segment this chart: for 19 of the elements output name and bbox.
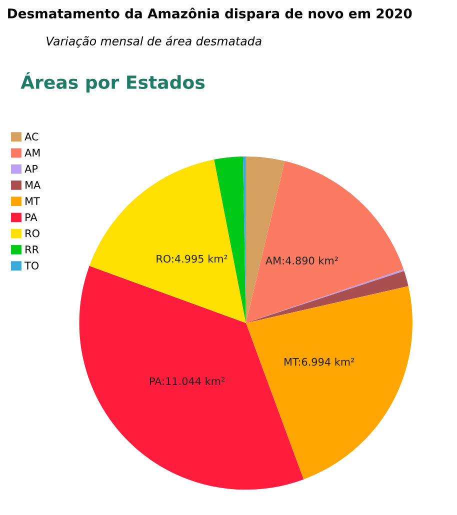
legend-label: AP: [24, 165, 38, 173]
legend-label: AC: [24, 132, 38, 141]
legend-label: RO: [26, 229, 40, 238]
data-label: MT:6.994 km²: [284, 358, 354, 366]
pie-slice: [246, 161, 404, 324]
legend-label: AM: [24, 148, 40, 157]
chart-title: Desmatamento da Amazônia dispara de novo em 2020: [8, 8, 412, 22]
data-label: RO:4.995 km²: [156, 254, 228, 263]
legend-label: MA: [26, 181, 41, 189]
text: Áreas por Estados: [20, 72, 205, 93]
pie-slice: [246, 286, 412, 480]
pie-slice: [89, 160, 246, 324]
legend-label: TO: [24, 262, 39, 270]
data-label: PA:11.044 km²: [150, 377, 224, 386]
legend-label: PA: [26, 213, 38, 222]
legend-label: RR: [26, 246, 39, 254]
data-label: AM:4.890 km²: [266, 256, 338, 265]
chart-subtitle: Variação mensal de área desmatada: [46, 36, 262, 48]
legend-label: MT: [26, 197, 40, 205]
